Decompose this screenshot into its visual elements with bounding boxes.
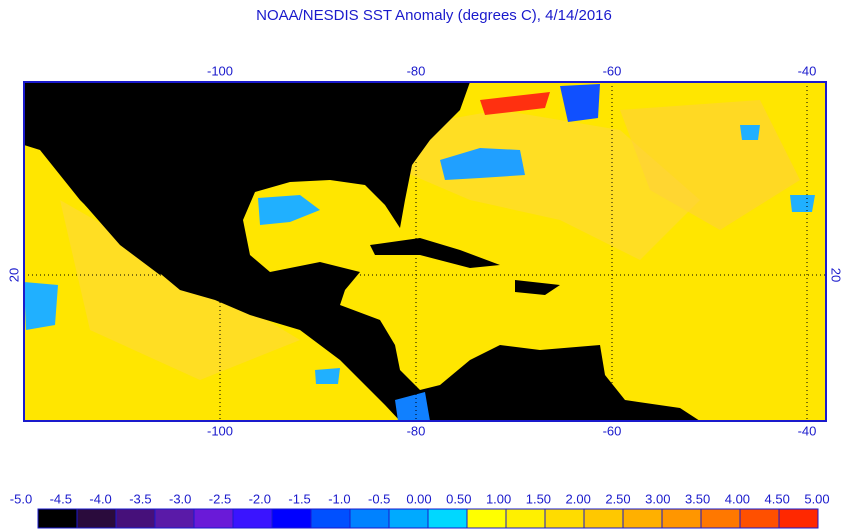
colorbar-label: 5.00 [804,491,829,506]
colorbar-swatch [466,508,507,529]
colorbar-label: 4.50 [765,491,790,506]
colorbar-label: -1.0 [328,491,350,506]
colorbar-label: 2.00 [566,491,591,506]
colorbar-label: 4.00 [725,491,750,506]
colorbar-swatch [661,508,702,529]
anomaly-patch [24,282,58,330]
land [370,238,500,268]
colorbar-label: -2.0 [249,491,271,506]
land [24,82,700,421]
colorbar-swatch [76,508,117,529]
anomaly-patch [480,92,550,115]
colorbar-swatch [778,508,819,529]
anomaly-patch [258,195,320,225]
colorbar-swatch [349,508,390,529]
lon-label: -80 [407,423,426,438]
colorbar-swatch [427,508,468,529]
colorbar-swatch [310,508,351,529]
colorbar-swatch [154,508,195,529]
colorbar-swatch [115,508,156,529]
lon-label: -80 [407,63,426,78]
colorbar-swatch [271,508,312,529]
lon-label: -60 [603,63,622,78]
colorbar-label: -0.5 [368,491,390,506]
lat-label: 20 [829,268,844,282]
colorbar-swatch [505,508,546,529]
map-frame [23,81,827,422]
colorbar-swatch [700,508,741,529]
colorbar-swatch [232,508,273,529]
colorbar-label: -3.0 [169,491,191,506]
colorbar-swatch [544,508,585,529]
lon-label: -60 [603,423,622,438]
colorbar-label: -2.5 [209,491,231,506]
colorbar-label: 3.50 [685,491,710,506]
colorbar-label: 1.50 [526,491,551,506]
colorbar-swatch [37,508,78,529]
colorbar-label: -4.5 [50,491,72,506]
map [23,81,827,422]
colorbar-swatch [193,508,234,529]
colorbar-swatch [388,508,429,529]
anomaly-patch [740,125,760,140]
lon-label: -100 [207,423,233,438]
colorbar-label: 0.50 [446,491,471,506]
lon-label: -40 [798,423,817,438]
colorbar-label: -4.0 [89,491,111,506]
colorbar-label: -5.0 [10,491,32,506]
anomaly-patch [790,195,815,212]
colorbar-label: 2.50 [605,491,630,506]
lon-label: -40 [798,63,817,78]
land [515,280,560,295]
colorbar-label: -3.5 [129,491,151,506]
anomaly-patch [315,368,340,384]
lat-label: 20 [6,268,21,282]
land [75,185,165,275]
colorbar-label: 3.00 [645,491,670,506]
colorbar-swatch [622,508,663,529]
colorbar-swatch [583,508,624,529]
lon-label: -100 [207,63,233,78]
colorbar-swatch [739,508,780,529]
colorbar-label: 0.00 [406,491,431,506]
colorbar-label: -1.5 [288,491,310,506]
anomaly-patch [440,148,525,180]
anomaly-patch [395,392,430,421]
colorbar-label: 1.00 [486,491,511,506]
title: NOAA/NESDIS SST Anomaly (degrees C), 4/1… [256,7,612,24]
anomaly-patch [560,84,600,122]
